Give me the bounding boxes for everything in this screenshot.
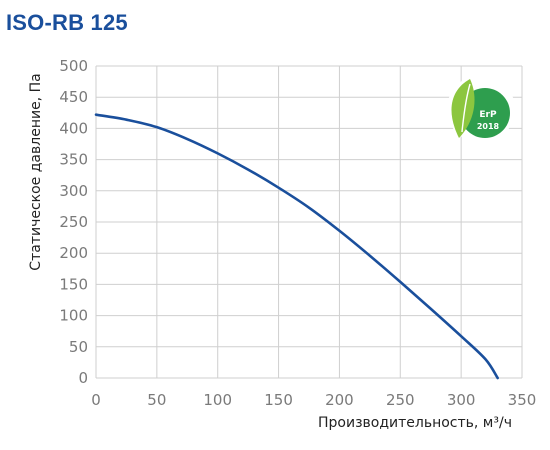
badge-erp-text: ErP: [479, 110, 497, 120]
chart-title: ISO-RB 125: [6, 10, 128, 35]
x-tick-labels: 0 50 100 150 200 250 300 350: [91, 391, 536, 409]
y-tick-label: 150: [59, 275, 88, 293]
x-tick-label: 200: [325, 391, 354, 409]
grid: [95, 65, 523, 379]
y-axis-label: Статическое давление, Па: [28, 73, 44, 270]
y-tick-label: 300: [59, 182, 88, 200]
y-tick-label: 250: [59, 213, 88, 231]
x-tick-label: 150: [264, 391, 293, 409]
x-axis-label: Производительность, м³/ч: [318, 415, 512, 431]
y-tick-label: 200: [59, 244, 88, 262]
x-tick-label: 0: [91, 391, 101, 409]
y-tick-label: 350: [59, 151, 88, 169]
y-tick-label: 50: [69, 338, 88, 356]
y-tick-labels: 0 50 100 150 200 250 300 350 400 450 500: [59, 57, 88, 387]
leaf-icon: [451, 79, 475, 138]
y-tick-label: 100: [59, 307, 88, 325]
y-tick-label: 400: [59, 119, 88, 137]
x-tick-label: 100: [203, 391, 232, 409]
x-tick-label: 50: [147, 391, 166, 409]
x-tick-label: 350: [508, 391, 537, 409]
y-tick-label: 500: [59, 57, 88, 75]
x-tick-label: 300: [447, 391, 476, 409]
y-tick-label: 0: [78, 369, 88, 387]
x-tick-label: 250: [386, 391, 415, 409]
erp-badge-logo: ErP 2018: [447, 75, 515, 143]
badge-year-text: 2018: [477, 122, 500, 131]
series-line: [94, 113, 499, 380]
y-tick-label: 450: [59, 88, 88, 106]
